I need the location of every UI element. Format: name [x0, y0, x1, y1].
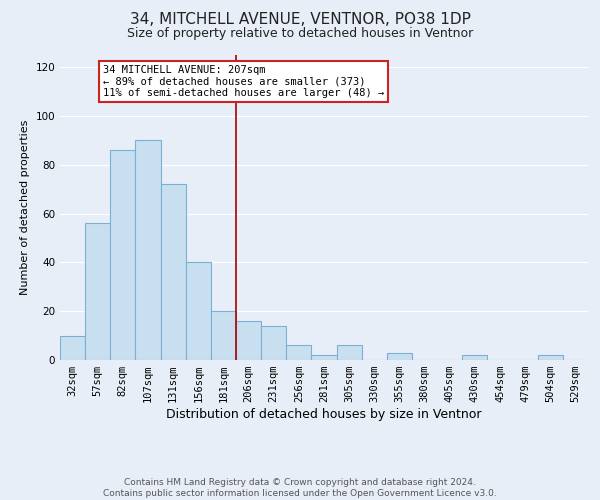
- Bar: [261, 326, 286, 360]
- Bar: [236, 321, 261, 360]
- Bar: [85, 224, 110, 360]
- Y-axis label: Number of detached properties: Number of detached properties: [20, 120, 30, 295]
- Text: Size of property relative to detached houses in Ventnor: Size of property relative to detached ho…: [127, 28, 473, 40]
- Bar: [286, 346, 311, 360]
- Bar: [186, 262, 211, 360]
- Text: Contains HM Land Registry data © Crown copyright and database right 2024.
Contai: Contains HM Land Registry data © Crown c…: [103, 478, 497, 498]
- Bar: [161, 184, 186, 360]
- Bar: [311, 355, 337, 360]
- Bar: [60, 336, 85, 360]
- Bar: [211, 311, 236, 360]
- Bar: [136, 140, 161, 360]
- X-axis label: Distribution of detached houses by size in Ventnor: Distribution of detached houses by size …: [166, 408, 482, 421]
- Bar: [462, 355, 487, 360]
- Bar: [110, 150, 136, 360]
- Bar: [538, 355, 563, 360]
- Text: 34, MITCHELL AVENUE, VENTNOR, PO38 1DP: 34, MITCHELL AVENUE, VENTNOR, PO38 1DP: [130, 12, 470, 28]
- Bar: [337, 346, 362, 360]
- Bar: [387, 352, 412, 360]
- Text: 34 MITCHELL AVENUE: 207sqm
← 89% of detached houses are smaller (373)
11% of sem: 34 MITCHELL AVENUE: 207sqm ← 89% of deta…: [103, 65, 384, 98]
